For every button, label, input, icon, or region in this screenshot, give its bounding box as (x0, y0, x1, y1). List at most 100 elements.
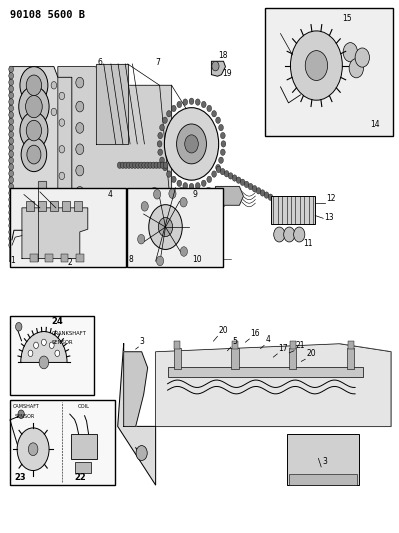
Circle shape (9, 79, 14, 85)
Circle shape (177, 180, 182, 187)
Polygon shape (124, 352, 148, 426)
Circle shape (9, 222, 14, 229)
Circle shape (166, 110, 171, 117)
Text: 12: 12 (326, 194, 336, 203)
Bar (61, 254, 69, 262)
Circle shape (172, 105, 176, 111)
Circle shape (68, 215, 72, 221)
Circle shape (18, 410, 24, 418)
Text: 18: 18 (219, 51, 228, 60)
Circle shape (20, 67, 48, 104)
Circle shape (343, 43, 358, 62)
Text: 11: 11 (303, 239, 313, 248)
Circle shape (9, 157, 14, 164)
Circle shape (26, 75, 41, 95)
Circle shape (16, 322, 22, 331)
Text: 4: 4 (108, 190, 113, 199)
Circle shape (76, 101, 84, 112)
Circle shape (55, 350, 60, 357)
Circle shape (256, 188, 261, 194)
Bar (75, 462, 91, 473)
Circle shape (201, 180, 206, 187)
Circle shape (274, 227, 285, 242)
Circle shape (355, 48, 369, 67)
Circle shape (139, 162, 144, 168)
Circle shape (9, 138, 14, 144)
Bar (50, 201, 58, 211)
Text: 19: 19 (222, 69, 231, 78)
Polygon shape (215, 187, 243, 205)
Text: COIL: COIL (78, 404, 90, 409)
Circle shape (169, 189, 176, 198)
Circle shape (27, 145, 41, 164)
Circle shape (158, 217, 173, 237)
Circle shape (51, 82, 57, 89)
Circle shape (154, 162, 159, 168)
Bar (45, 254, 53, 262)
Text: 3: 3 (322, 457, 327, 466)
Bar (347, 348, 354, 369)
Circle shape (92, 212, 96, 217)
Text: 10: 10 (193, 255, 202, 264)
Circle shape (154, 215, 158, 221)
Text: 21: 21 (295, 341, 305, 350)
Circle shape (157, 141, 162, 147)
Circle shape (305, 51, 328, 80)
Bar (348, 341, 354, 349)
Circle shape (9, 118, 14, 125)
Circle shape (140, 216, 144, 221)
Text: 23: 23 (15, 473, 26, 482)
Bar (289, 474, 357, 485)
Circle shape (116, 212, 120, 217)
Bar (26, 201, 34, 211)
Text: 13: 13 (324, 213, 334, 222)
Circle shape (264, 192, 269, 198)
Circle shape (189, 183, 194, 190)
Text: 20: 20 (219, 326, 228, 335)
Text: 8: 8 (129, 255, 134, 264)
Text: CAMSHAFT: CAMSHAFT (13, 404, 40, 409)
Circle shape (216, 164, 221, 171)
Text: SENSOR: SENSOR (52, 340, 73, 345)
Circle shape (101, 211, 105, 216)
Circle shape (125, 214, 129, 219)
Circle shape (58, 216, 62, 221)
Circle shape (117, 162, 122, 168)
Bar (74, 201, 82, 211)
Circle shape (130, 162, 134, 168)
Circle shape (9, 171, 14, 177)
Circle shape (248, 183, 253, 190)
Circle shape (9, 151, 14, 157)
Circle shape (157, 162, 162, 168)
Circle shape (174, 212, 178, 217)
Circle shape (219, 124, 223, 131)
Circle shape (290, 31, 342, 100)
Bar (287, 434, 359, 485)
Bar (10, 316, 94, 395)
Circle shape (207, 176, 211, 183)
Circle shape (53, 215, 57, 221)
Circle shape (9, 242, 14, 248)
Bar (10, 400, 115, 485)
Circle shape (97, 211, 101, 216)
Circle shape (221, 141, 226, 147)
Circle shape (82, 213, 86, 219)
Circle shape (76, 165, 84, 176)
Bar (10, 316, 94, 395)
Circle shape (160, 157, 164, 164)
Circle shape (183, 99, 188, 106)
Circle shape (15, 211, 19, 216)
Circle shape (207, 105, 211, 111)
Circle shape (76, 144, 84, 155)
Circle shape (164, 108, 219, 180)
Circle shape (20, 211, 24, 216)
Circle shape (59, 119, 65, 126)
Wedge shape (21, 332, 67, 362)
Bar (265, 8, 393, 136)
Circle shape (59, 172, 65, 180)
Circle shape (145, 216, 149, 221)
Bar (271, 196, 315, 224)
Bar (10, 188, 126, 266)
Circle shape (9, 203, 14, 209)
Circle shape (9, 164, 14, 170)
